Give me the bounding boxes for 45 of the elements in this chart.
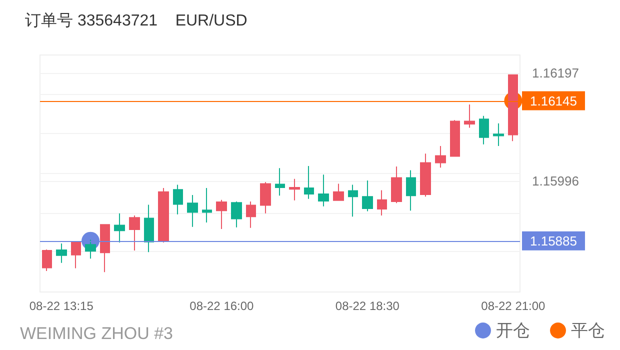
candlestick — [129, 215, 140, 252]
text: WEIMING ZHOU #3 — [20, 324, 174, 343]
candlestick — [479, 115, 489, 145]
candlestick — [71, 240, 81, 269]
candlestick — [114, 212, 125, 243]
candlestick — [493, 122, 504, 147]
candlestick — [362, 180, 373, 212]
candlestick — [246, 201, 256, 228]
candlestick — [275, 168, 285, 196]
candlestick — [464, 104, 475, 128]
candlestick — [100, 224, 110, 273]
y-tick-label: 1.16197 — [532, 65, 579, 80]
candlestick — [420, 153, 431, 198]
candlestick — [260, 182, 271, 214]
candlestick — [318, 174, 329, 207]
candlestick — [144, 204, 154, 253]
legend-label: 开仓 — [496, 321, 530, 340]
candlestick — [216, 199, 227, 230]
candlestick — [42, 248, 52, 272]
x-tick-label: 08-22 21:00 — [481, 299, 546, 313]
ref-line-label: 1.15885 — [530, 233, 577, 248]
candlestick — [348, 184, 358, 218]
candlestick — [289, 178, 300, 201]
x-tick-label: 08-22 16:00 — [190, 299, 254, 313]
candlestick — [508, 74, 518, 142]
ref-line-label: 1.16145 — [530, 93, 577, 108]
candlestick — [187, 194, 198, 228]
candlestick — [158, 188, 169, 243]
candlestick — [333, 183, 344, 201]
candlestick — [85, 239, 96, 260]
x-tick-label: 08-22 13:15 — [29, 299, 94, 313]
candlestick — [202, 188, 212, 224]
legend-label: 平仓 — [571, 321, 605, 340]
y-tick-label: 1.15996 — [532, 174, 579, 189]
candlestick — [377, 190, 387, 216]
candlestick — [406, 170, 416, 212]
candlestick — [56, 243, 67, 264]
candlestick — [450, 120, 460, 158]
x-tick-label: 08-22 18:30 — [335, 299, 400, 313]
candlestick — [173, 184, 183, 215]
candlestick — [304, 165, 314, 200]
candlestick — [231, 201, 242, 228]
candlestick — [435, 146, 446, 168]
chart-title: 订单号 335643721 EUR/USD — [25, 12, 248, 30]
candlestick — [391, 166, 402, 204]
